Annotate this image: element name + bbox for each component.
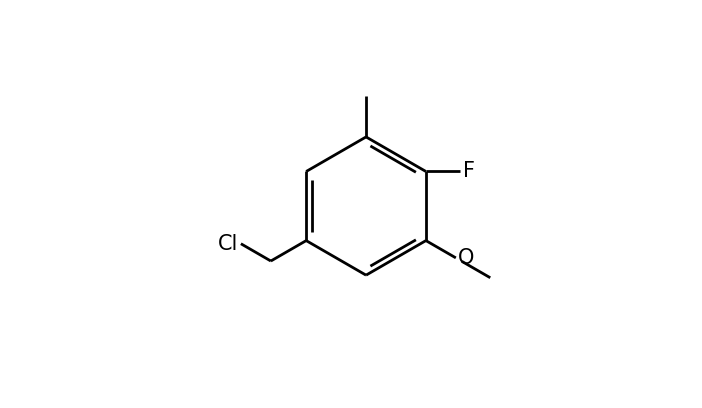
Text: O: O — [458, 248, 474, 268]
Text: Cl: Cl — [218, 234, 239, 254]
Text: F: F — [463, 162, 475, 182]
